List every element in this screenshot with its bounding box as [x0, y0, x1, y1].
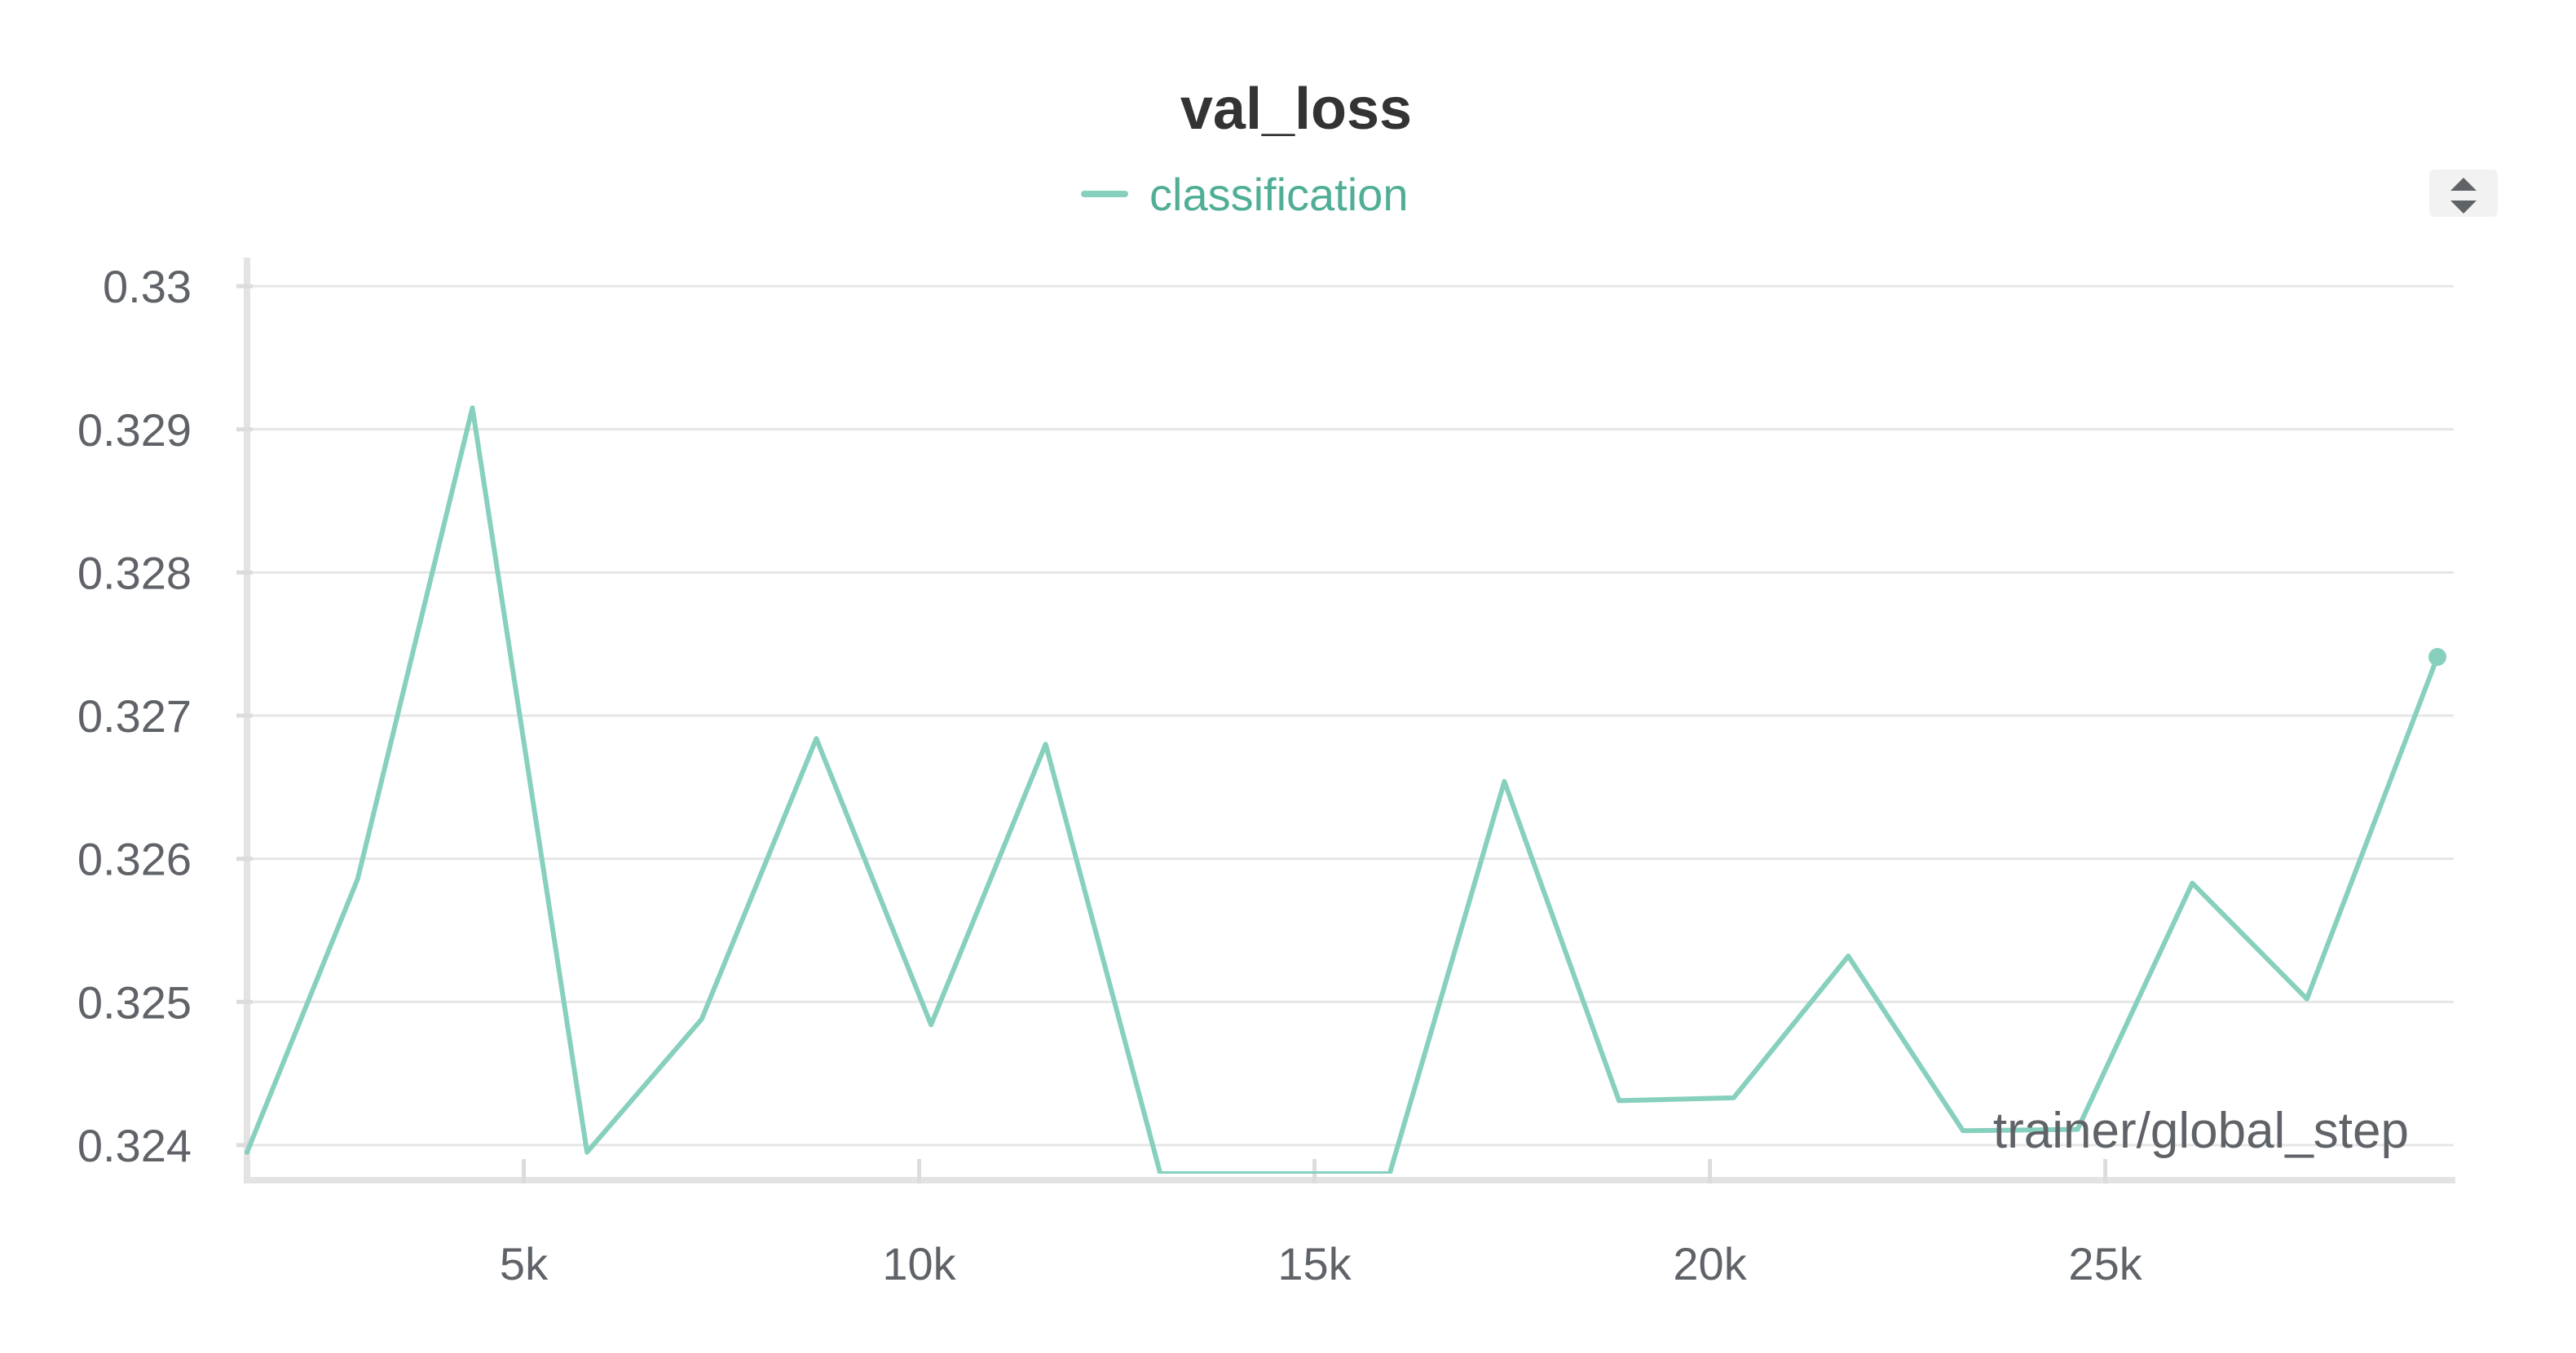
- x-tick-label: 10k: [882, 1238, 956, 1289]
- x-tick-label: 5k: [500, 1238, 549, 1289]
- marker-layer: [2428, 647, 2446, 666]
- axes: [244, 258, 2455, 1183]
- y-tick-label: 0.33: [103, 261, 192, 312]
- chart-title: val_loss: [1180, 77, 1412, 142]
- x-tick-label: 15k: [1277, 1238, 1352, 1289]
- series-line-classification: [245, 405, 2440, 1174]
- legend: classification: [1081, 169, 1408, 220]
- y-tick-label: 0.329: [77, 404, 192, 456]
- y-ticks: 0.324 0.325 0.326 0.327 0.328 0.329 0.33: [77, 261, 253, 1171]
- x-axis-title: trainer/global_step: [1993, 1103, 2409, 1159]
- grid: [247, 284, 2454, 1147]
- y-tick-label: 0.327: [77, 690, 192, 742]
- sort-updown-icon[interactable]: [2450, 178, 2477, 214]
- series-layer: [245, 405, 2440, 1174]
- sort-control[interactable]: [2429, 170, 2498, 217]
- y-tick-label: 0.326: [77, 834, 192, 885]
- legend-label: classification: [1149, 169, 1408, 220]
- series-end-marker: [2428, 647, 2446, 666]
- x-tick-label: 25k: [2068, 1238, 2142, 1289]
- y-tick-label: 0.325: [77, 976, 192, 1028]
- y-tick-label: 0.324: [77, 1120, 192, 1171]
- sort-control-background[interactable]: [2429, 170, 2498, 217]
- y-tick-label: 0.328: [77, 547, 192, 598]
- x-tick-label: 20k: [1673, 1238, 1747, 1289]
- x-ticks: 5k 10k 15k 20k 25k: [500, 1159, 2143, 1289]
